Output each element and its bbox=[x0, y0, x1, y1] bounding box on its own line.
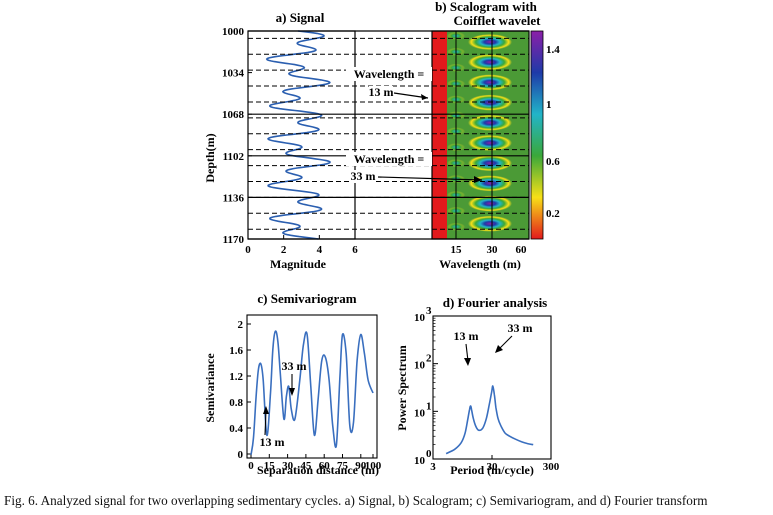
annotation2-arrow bbox=[377, 176, 483, 181]
signal-ytick-label: 1000 bbox=[222, 26, 245, 38]
scalogram-blob-33m bbox=[468, 195, 512, 212]
annotation1-line2: 13 m bbox=[369, 85, 394, 99]
scalogram-blob-33m bbox=[468, 155, 512, 172]
semivariogram-ytick-label: 0.4 bbox=[229, 423, 243, 435]
semivariogram-xtick-label: 45 bbox=[300, 460, 312, 472]
annotation1-line1: Wavelength = bbox=[354, 67, 425, 81]
annotation2b-bg bbox=[350, 170, 376, 183]
annotation2-line2: 33 m bbox=[351, 169, 376, 183]
semivariogram-xtick-label: 100 bbox=[365, 460, 382, 472]
fourier-ytick-exp: 1 bbox=[426, 400, 432, 412]
fourier-label-13m: 13 m bbox=[454, 329, 479, 343]
colorbar-tick-2: 1 bbox=[546, 99, 552, 111]
panel-semivariogram: c) Semivariogram 0 0.4 0.8 1.2 1.6 2 0 15 30 45 60… bbox=[203, 291, 382, 477]
fourier-ytick-base: 10 bbox=[414, 407, 426, 419]
annotation1-arrowhead bbox=[421, 94, 428, 100]
signal-xtick-label: 6 bbox=[352, 244, 358, 256]
fourier-ytick-exp: 3 bbox=[426, 305, 432, 317]
signal-ytick-label: 1034 bbox=[222, 68, 245, 80]
figure-caption: Fig. 6. Analyzed signal for two overlapp… bbox=[4, 493, 708, 508]
annotation2-bg bbox=[346, 152, 432, 166]
scalogram-xtick-60: 60 bbox=[516, 244, 528, 256]
depth-guide-lines bbox=[248, 30, 529, 240]
semivariogram-xtick-label: 15 bbox=[264, 460, 276, 472]
semivariogram-arrowhead-33m bbox=[289, 388, 295, 396]
semivariogram-title: c) Semivariogram bbox=[257, 291, 356, 306]
scalogram-annotations: Wavelength = 13 m Wavelength = 33 m bbox=[346, 67, 483, 183]
fourier-arrowhead-33m bbox=[495, 345, 503, 353]
fourier-ytick-exp: 0 bbox=[426, 448, 432, 460]
fourier-xlabel: Period (m/cycle) bbox=[450, 463, 534, 477]
fourier-ytick-base: 10 bbox=[414, 312, 426, 324]
fourier-xtick-label: 30 bbox=[487, 461, 499, 473]
fourier-xtick-label: 300 bbox=[543, 461, 560, 473]
semivariogram-arrowhead-13m bbox=[263, 406, 269, 414]
annotation2-arrowhead bbox=[474, 176, 482, 183]
semivariogram-ylabel: Semivariance bbox=[203, 353, 217, 423]
annotation2-line1: Wavelength = bbox=[354, 152, 425, 166]
panel-scalogram: b) Scalogram with Coifflet wavelet 1.4 1… bbox=[431, 0, 560, 271]
signal-title: a) Signal bbox=[276, 10, 325, 25]
scalogram-xtick-15: 15 bbox=[451, 244, 463, 256]
signal-ytick-label: 1170 bbox=[223, 234, 245, 246]
signal-frame bbox=[247, 30, 356, 240]
fourier-label-33m: 33 m bbox=[508, 321, 533, 335]
semivariogram-xtick-label: 60 bbox=[319, 460, 331, 472]
semivariogram-xtick-label: 0 bbox=[248, 460, 254, 472]
scalogram-blob-33m bbox=[468, 54, 512, 71]
fourier-curve bbox=[445, 385, 534, 455]
semivariogram-xtick-label: 75 bbox=[337, 460, 349, 472]
fourier-arrowhead-13m bbox=[464, 358, 471, 366]
semivariogram-label-33m: 33 m bbox=[282, 359, 307, 373]
fourier-xtick-label: 3 bbox=[430, 461, 436, 473]
annotation1b-bg bbox=[369, 86, 393, 99]
scalogram-blob-33m bbox=[468, 134, 512, 151]
fourier-ytick-base: 10 bbox=[414, 360, 426, 372]
scalogram-title-line2: Coifflet wavelet bbox=[454, 13, 542, 28]
signal-ylabel: Depth(m) bbox=[203, 133, 217, 182]
semivariogram-ytick-label: 2 bbox=[238, 319, 244, 331]
scalogram-blob-33m bbox=[468, 94, 512, 111]
semivariogram-ytick-label: 0 bbox=[238, 449, 244, 461]
semivariogram-ytick-label: 1.2 bbox=[229, 371, 243, 383]
fourier-ylabel: Power Spectrum bbox=[395, 345, 409, 430]
colorbar-tick-1: 1.4 bbox=[546, 44, 560, 56]
semivariogram-curve bbox=[250, 330, 374, 455]
semivariogram-label-13m: 13 m bbox=[260, 435, 285, 449]
scalogram-xlabel: Wavelength (m) bbox=[439, 257, 521, 271]
colorbar-tick-4: 0.2 bbox=[546, 208, 560, 220]
semivariogram-xtick-label: 90 bbox=[355, 460, 367, 472]
scalogram-blob-33m bbox=[468, 215, 512, 232]
semivariogram-frame bbox=[246, 314, 378, 459]
semivariogram-xlabel: Separation distance (m) bbox=[257, 463, 379, 477]
signal-curve bbox=[265, 30, 331, 240]
signal-xlabel: Magnitude bbox=[270, 257, 327, 271]
semivariogram-ytick-label: 1.6 bbox=[229, 345, 243, 357]
signal-xtick-label: 4 bbox=[317, 244, 323, 256]
scalogram-blob-33m bbox=[468, 34, 512, 51]
scalogram-blob-33m bbox=[468, 74, 512, 91]
signal-ytick-label: 1102 bbox=[223, 151, 245, 163]
scalogram-title-line1: b) Scalogram with bbox=[435, 0, 538, 14]
signal-ytick-label: 1068 bbox=[222, 109, 245, 121]
fourier-title: d) Fourier analysis bbox=[443, 295, 548, 310]
colorbar-tick-3: 0.6 bbox=[546, 156, 560, 168]
signal-xtick-label: 2 bbox=[281, 244, 287, 256]
semivariogram-arrow-13m bbox=[264, 409, 267, 436]
signal-xtick-label: 0 bbox=[245, 244, 251, 256]
annotation1-bg bbox=[346, 67, 432, 81]
semivariogram-ytick-label: 0.8 bbox=[229, 397, 243, 409]
fourier-ytick-exp: 2 bbox=[426, 353, 432, 365]
signal-ytick-label: 1136 bbox=[223, 192, 245, 204]
scalogram-blob-33m bbox=[468, 114, 512, 131]
scalogram-xtick-30: 30 bbox=[487, 244, 499, 256]
colorbar bbox=[530, 30, 544, 240]
semivariogram-xtick-label: 30 bbox=[282, 460, 294, 472]
fourier-ytick-base: 10 bbox=[414, 455, 426, 467]
